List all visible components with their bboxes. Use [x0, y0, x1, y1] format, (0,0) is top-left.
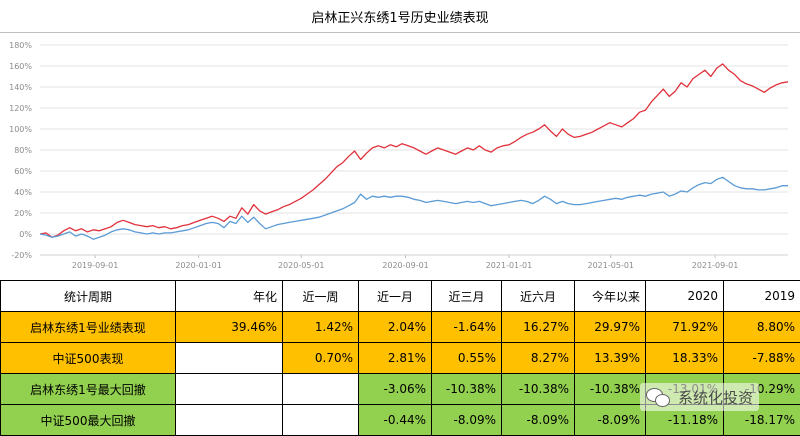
table-cell: [176, 405, 283, 436]
y-axis-ticks: -20% 0% 20% 40% 60% 80% 100% 120% 140% 160% 180%: [9, 41, 32, 260]
series-line-1: [40, 64, 788, 237]
table-cell: 1.42%: [283, 312, 359, 343]
table-cell: 8.80%: [724, 312, 800, 343]
table-cell: -3.06%: [359, 374, 432, 405]
x-tick-label: 2020-05-01: [278, 261, 325, 270]
line-chart: -20% 0% 20% 40% 60% 80% 100% 120% 140% 160% 180% 2…: [0, 33, 800, 280]
table-cell: [176, 343, 283, 374]
watermark-text: 系统化投资: [678, 387, 753, 408]
table-cell: 39.46%: [176, 312, 283, 343]
table-cell: 2.04%: [359, 312, 432, 343]
table-cell: 16.27%: [502, 312, 575, 343]
table-header-row: 统计周期 年化 近一周 近一月 近三月 近六月 今年以来 2020 2019: [1, 281, 800, 312]
series-line-2: [40, 177, 788, 239]
table-cell: -10.38%: [432, 374, 502, 405]
header-3m: 近三月: [432, 281, 502, 312]
y-tick-label: 20%: [14, 209, 32, 218]
table-cell: [176, 374, 283, 405]
header-annualized: 年化: [176, 281, 283, 312]
y-tick-label: 0%: [19, 230, 32, 239]
header-2020: 2020: [646, 281, 724, 312]
y-tick-label: 160%: [9, 62, 32, 71]
table-cell: -1.64%: [432, 312, 502, 343]
chart-title: 启林正兴东绣1号历史业绩表现: [0, 0, 800, 33]
header-1w: 近一周: [283, 281, 359, 312]
y-tick-label: 60%: [14, 167, 32, 176]
table-row: 中证500表现 0.70% 2.81% 0.55% 8.27% 13.39% 1…: [1, 343, 800, 374]
x-tick-label: 2020-01-01: [175, 261, 222, 270]
header-6m: 近六月: [502, 281, 575, 312]
x-tick-label: 2021-05-01: [588, 261, 635, 270]
stats-table: 统计周期 年化 近一周 近一月 近三月 近六月 今年以来 2020 2019 启…: [0, 280, 800, 436]
table-cell: 2.81%: [359, 343, 432, 374]
table-cell: 0.55%: [432, 343, 502, 374]
y-tick-label: 40%: [14, 188, 32, 197]
y-tick-label: 120%: [9, 104, 32, 113]
watermark: 系统化投资: [640, 383, 759, 411]
header-period: 统计周期: [1, 281, 176, 312]
y-tick-label: 140%: [9, 83, 32, 92]
row-label: 中证500表现: [1, 343, 176, 374]
table-cell: -8.09%: [432, 405, 502, 436]
table-cell: -8.09%: [502, 405, 575, 436]
x-tick-label: 2020-09-01: [382, 261, 429, 270]
y-tick-label: 80%: [14, 146, 32, 155]
table-cell: -8.09%: [575, 405, 646, 436]
table-cell: 29.97%: [575, 312, 646, 343]
x-tick-label: 2019-09-01: [72, 261, 119, 270]
x-tick-label: 2021-01-01: [486, 261, 533, 270]
table-cell: -0.44%: [359, 405, 432, 436]
table-cell: -10.38%: [575, 374, 646, 405]
grid-lines: [40, 45, 788, 255]
x-axis-ticks: 2019-09-01 2020-01-01 2020-05-01 2020-09-01…: [40, 255, 788, 270]
row-label: 启林东绣1号最大回撤: [1, 374, 176, 405]
y-tick-label: 180%: [9, 41, 32, 50]
header-1m: 近一月: [359, 281, 432, 312]
row-label: 启林东绣1号业绩表现: [1, 312, 176, 343]
table-cell: 71.92%: [646, 312, 724, 343]
wechat-icon: [646, 386, 672, 408]
header-2019: 2019: [724, 281, 800, 312]
header-ytd: 今年以来: [575, 281, 646, 312]
table-cell: [283, 374, 359, 405]
table-cell: -10.38%: [502, 374, 575, 405]
table-cell: 8.27%: [502, 343, 575, 374]
y-tick-label: -20%: [11, 251, 32, 260]
table-cell: 18.33%: [646, 343, 724, 374]
y-tick-label: 100%: [9, 125, 32, 134]
row-label: 中证500最大回撤: [1, 405, 176, 436]
table-cell: [283, 405, 359, 436]
table-cell: -7.88%: [724, 343, 800, 374]
table-cell: 0.70%: [283, 343, 359, 374]
table-row: 启林东绣1号业绩表现 39.46% 1.42% 2.04% -1.64% 16.…: [1, 312, 800, 343]
table-cell: 13.39%: [575, 343, 646, 374]
x-tick-label: 2021-09-01: [692, 261, 739, 270]
